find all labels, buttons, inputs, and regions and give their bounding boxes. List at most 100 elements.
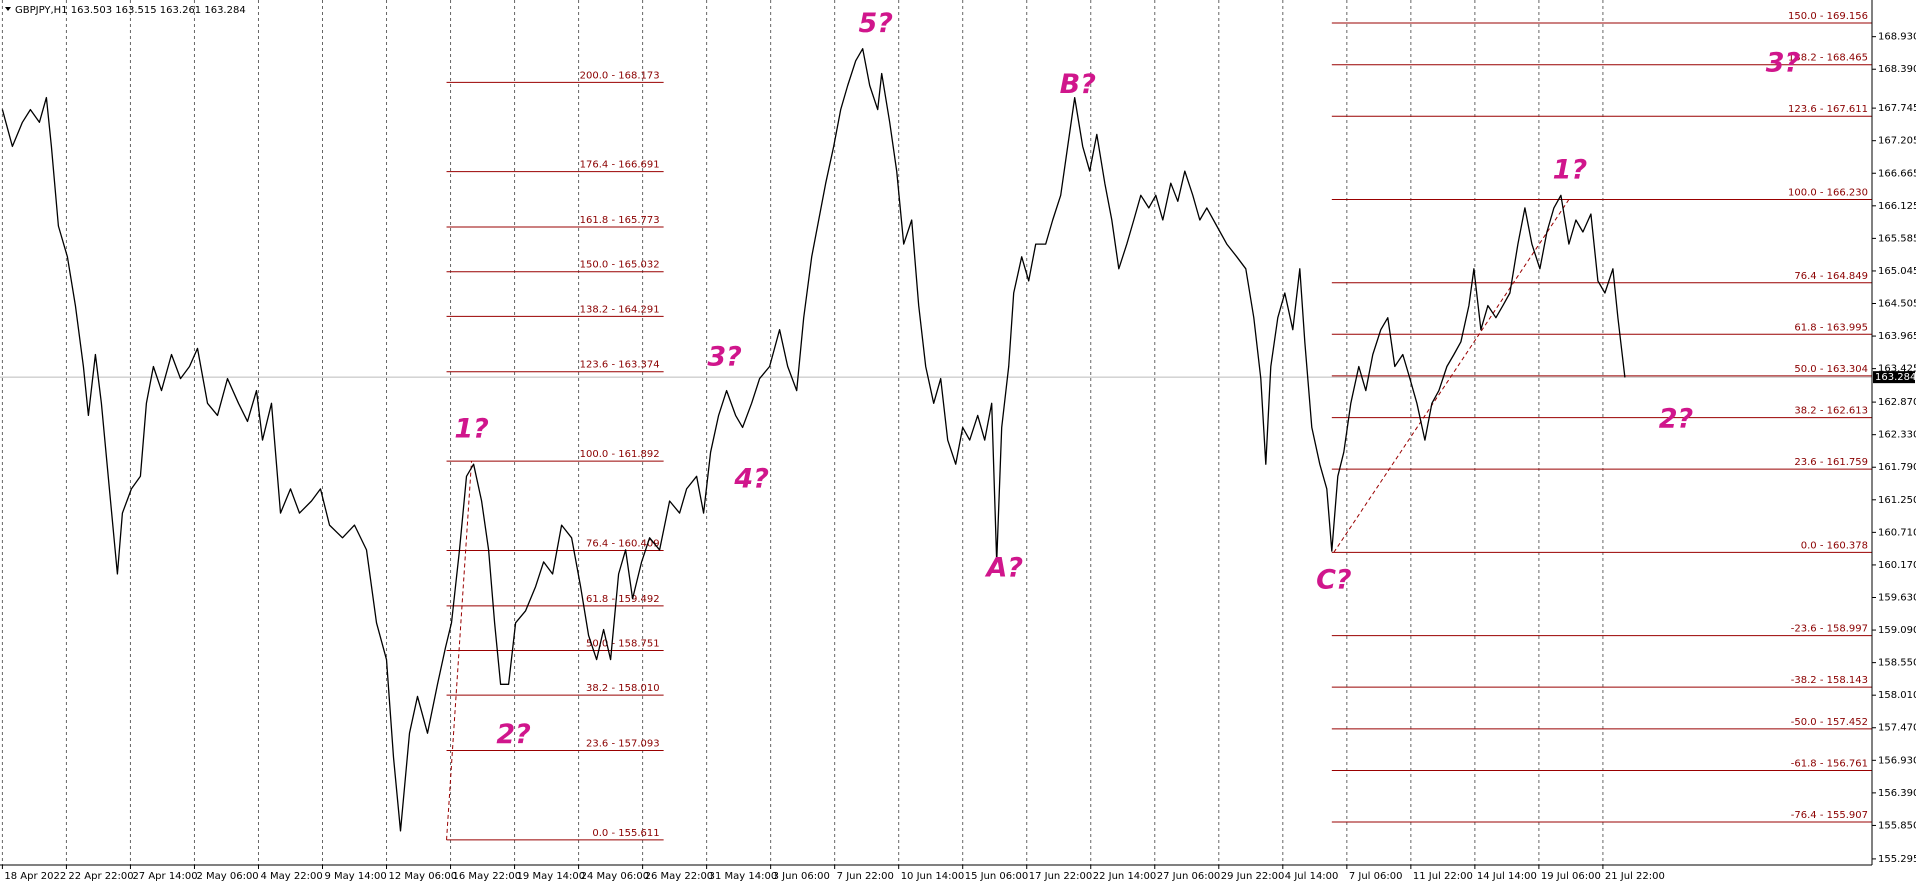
fib-label: 161.8 - 165.773 — [580, 215, 660, 226]
y-tick-label: 161.790 — [1878, 462, 1916, 473]
x-tick-label: 11 Jul 22:00 — [1413, 871, 1473, 882]
wave-label: 3? — [1766, 47, 1800, 78]
wave-label: 2? — [1659, 404, 1693, 435]
fib-label: 61.8 - 163.995 — [1794, 322, 1868, 333]
x-tick-label: 2 May 06:00 — [196, 871, 258, 882]
x-tick-label: 27 Apr 14:00 — [132, 871, 197, 882]
y-tick-label: 165.585 — [1878, 233, 1916, 244]
y-tick-label: 158.010 — [1878, 690, 1916, 701]
y-tick-label: 167.745 — [1878, 103, 1916, 114]
x-tick-label: 22 Jun 14:00 — [1093, 871, 1157, 882]
x-tick-label: 10 Jun 14:00 — [901, 871, 965, 882]
y-tick-label: 159.090 — [1878, 625, 1916, 636]
y-tick-label: 161.250 — [1878, 495, 1916, 506]
x-tick-label: 16 May 22:00 — [453, 871, 522, 882]
x-tick-label: 24 May 06:00 — [581, 871, 650, 882]
price-line — [1, 48, 1626, 832]
y-tick-label: 162.330 — [1878, 430, 1916, 441]
y-tick-label: 166.125 — [1878, 201, 1916, 212]
fib-label: 76.4 - 160.409 — [586, 539, 660, 550]
fib-trend — [1333, 199, 1570, 553]
x-tick-label: 22 Apr 22:00 — [68, 871, 133, 882]
plot-layer: 200.0 - 168.173 176.4 - 166.691 161.8 - 16… — [0, 0, 1872, 865]
fib-label: 150.0 - 169.156 — [1788, 11, 1868, 22]
fib-label: 23.6 - 161.759 — [1794, 457, 1868, 468]
x-tick-label: 27 Jun 06:00 — [1157, 871, 1221, 882]
y-tick-label: 168.390 — [1878, 64, 1916, 75]
symbol-menu[interactable] — [5, 7, 11, 11]
fib-label: 50.0 - 158.751 — [586, 638, 660, 649]
y-tick-label: 155.295 — [1878, 854, 1916, 865]
wave-label: 3? — [707, 342, 741, 373]
x-tick-label: 19 Jul 06:00 — [1541, 871, 1601, 882]
fib-label: 76.4 - 164.849 — [1794, 271, 1868, 282]
y-tick-label: 164.505 — [1878, 299, 1916, 310]
x-tick-label: 12 May 06:00 — [389, 871, 458, 882]
fib-label: 38.2 - 158.010 — [586, 683, 660, 694]
y-tick-label: 156.390 — [1878, 788, 1916, 799]
y-tick-label: 162.870 — [1878, 397, 1916, 408]
wave-label: C? — [1316, 565, 1351, 596]
fib-label: 100.0 - 166.230 — [1788, 187, 1868, 198]
x-tick-label: 4 Jul 14:00 — [1285, 871, 1339, 882]
y-tick-label: 163.965 — [1878, 331, 1916, 342]
y-tick-label: 168.930 — [1878, 32, 1916, 43]
y-tick-label: 157.470 — [1878, 723, 1916, 734]
last-price-tag — [1873, 371, 1915, 384]
x-tick-label: 3 Jun 06:00 — [773, 871, 830, 882]
fib-label: 38.2 - 162.613 — [1794, 406, 1868, 417]
fib-label: -76.4 - 155.907 — [1791, 810, 1868, 821]
last-price-label: 163.284 — [1875, 372, 1916, 383]
wave-label: 1? — [1553, 155, 1587, 186]
x-tick-label: 15 Jun 06:00 — [965, 871, 1029, 882]
chart-title: GBPJPY,H1 163.503 163.515 163.261 163.28… — [15, 5, 246, 16]
fib-label: -61.8 - 156.761 — [1791, 759, 1868, 770]
y-tick-label: 165.045 — [1878, 266, 1916, 277]
fib-label: 61.8 - 159.492 — [586, 594, 660, 605]
x-tick-label: 26 May 22:00 — [645, 871, 714, 882]
fib-label: -50.0 - 157.452 — [1791, 717, 1868, 728]
x-tick-label: 29 Jun 22:00 — [1221, 871, 1285, 882]
wave-label: 4? — [733, 463, 768, 494]
wave-label: 5? — [858, 8, 892, 39]
fib-label: -38.2 - 158.143 — [1791, 675, 1868, 686]
fib-label: 100.0 - 161.892 — [580, 449, 660, 460]
wave-label: 1? — [454, 413, 488, 444]
x-tick-label: 7 Jun 22:00 — [837, 871, 894, 882]
y-tick-label: 158.550 — [1878, 658, 1916, 669]
fib-label: 123.6 - 167.611 — [1788, 104, 1868, 115]
y-tick-label: 160.170 — [1878, 560, 1916, 571]
fib-label: 0.0 - 160.378 — [1801, 540, 1868, 551]
fib-label: 123.6 - 163.374 — [580, 360, 660, 371]
y-tick-label: 156.930 — [1878, 755, 1916, 766]
fib-label: 23.6 - 157.093 — [586, 738, 660, 749]
x-tick-label: 18 Apr 2022 — [4, 871, 66, 882]
x-tick-label: 17 Jun 22:00 — [1029, 871, 1093, 882]
fib-label: 138.2 - 164.291 — [580, 304, 660, 315]
y-tick-label: 155.850 — [1878, 820, 1916, 831]
wave-label: B? — [1060, 69, 1096, 100]
fib-label: -23.6 - 158.997 — [1791, 624, 1868, 635]
fib-label: 200.0 - 168.173 — [580, 70, 660, 81]
wave-label: A? — [984, 553, 1023, 584]
y-tick-label: 166.665 — [1878, 168, 1916, 179]
x-tick-label: 7 Jul 06:00 — [1349, 871, 1403, 882]
fib-label: 176.4 - 166.691 — [580, 160, 660, 171]
x-tick-label: 4 May 22:00 — [260, 871, 322, 882]
y-tick-label: 160.710 — [1878, 527, 1916, 538]
x-tick-label: 9 May 14:00 — [325, 871, 387, 882]
fib-trend — [446, 461, 473, 840]
y-tick-label: 159.630 — [1878, 592, 1916, 603]
x-tick-label: 19 May 14:00 — [517, 871, 586, 882]
x-tick-label: 21 Jul 22:00 — [1605, 871, 1665, 882]
x-tick-label: 14 Jul 14:00 — [1477, 871, 1537, 882]
fib-label: 50.0 - 163.304 — [1794, 364, 1868, 375]
wave-label: 2? — [496, 719, 530, 750]
fib-label: 138.2 - 168.465 — [1788, 53, 1868, 64]
y-tick-label: 163.425 — [1878, 364, 1916, 375]
fib-label: 0.0 - 155.611 — [592, 828, 659, 839]
y-tick-label: 167.205 — [1878, 136, 1916, 147]
x-tick-label: 31 May 14:00 — [709, 871, 778, 882]
